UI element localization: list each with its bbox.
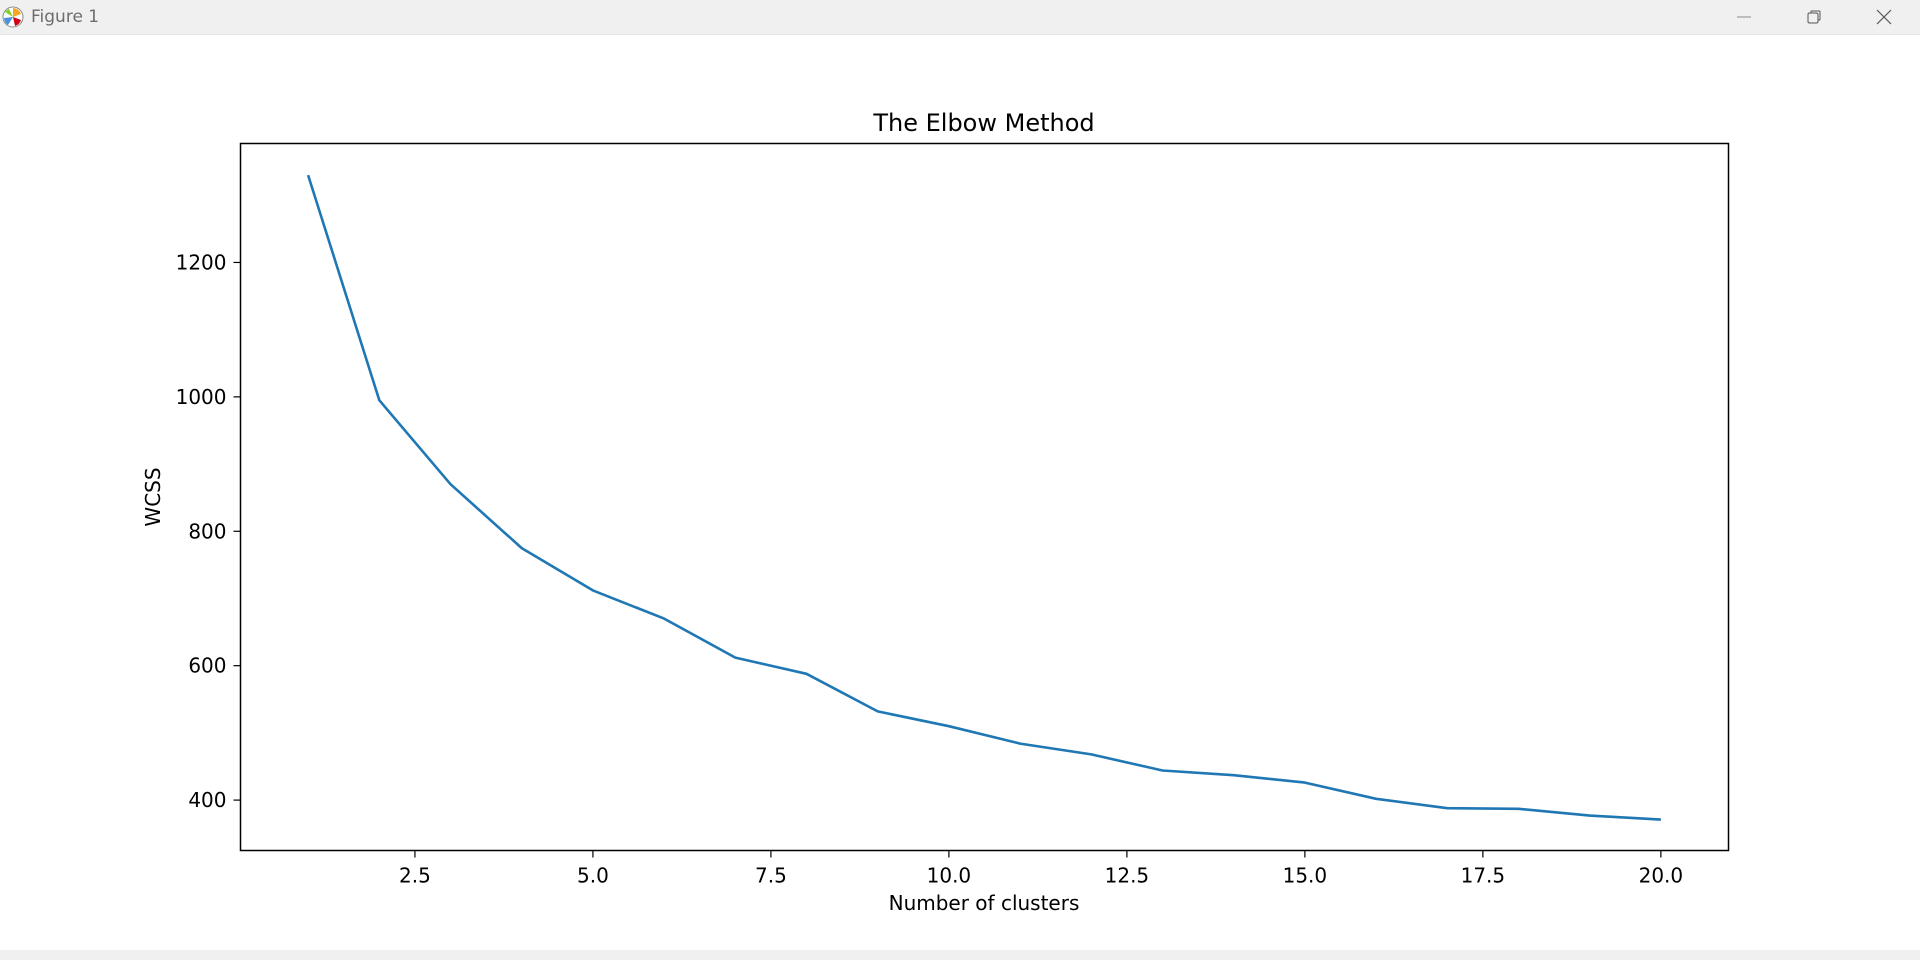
- x-tick-label: 5.0: [577, 864, 609, 888]
- plot-frame: [239, 142, 1730, 852]
- window-bottom-edge: [0, 950, 1920, 960]
- y-tick-label: 400: [188, 788, 226, 812]
- y-tick-label: 800: [188, 519, 226, 543]
- x-tick-label: 2.5: [399, 864, 431, 888]
- minimize-button[interactable]: [1714, 0, 1774, 34]
- x-tick-label: 20.0: [1639, 864, 1684, 888]
- x-axis-label: Number of clusters: [889, 891, 1080, 915]
- window-titlebar: Figure 1: [0, 0, 1920, 35]
- matplotlib-icon: [2, 6, 24, 28]
- figure-canvas: The Elbow Method 2.5 5.0 7.5 10.0 12.5 15.0 17…: [0, 35, 1920, 950]
- series-line-0: [306, 174, 1661, 821]
- y-tick-label: 1000: [176, 385, 227, 409]
- minimize-icon: [1737, 16, 1751, 18]
- x-tick-label: 10.0: [927, 864, 972, 888]
- x-tick-label: 7.5: [755, 864, 787, 888]
- elbow-chart: The Elbow Method 2.5 5.0 7.5 10.0 12.5 15.0 17…: [141, 109, 1730, 915]
- close-icon: [1876, 9, 1892, 25]
- window-title: Figure 1: [31, 7, 100, 27]
- y-tick-label: 1200: [176, 250, 227, 274]
- x-tick-label: 17.5: [1461, 864, 1506, 888]
- restore-icon: [1807, 10, 1821, 24]
- y-axis-label: WCSS: [141, 467, 165, 526]
- close-button[interactable]: [1854, 0, 1914, 34]
- x-tick-label: 12.5: [1105, 864, 1150, 888]
- y-tick-label: 600: [188, 654, 226, 678]
- restore-button[interactable]: [1784, 0, 1844, 34]
- x-tick-label: 15.0: [1283, 864, 1328, 888]
- chart-title: The Elbow Method: [872, 109, 1094, 137]
